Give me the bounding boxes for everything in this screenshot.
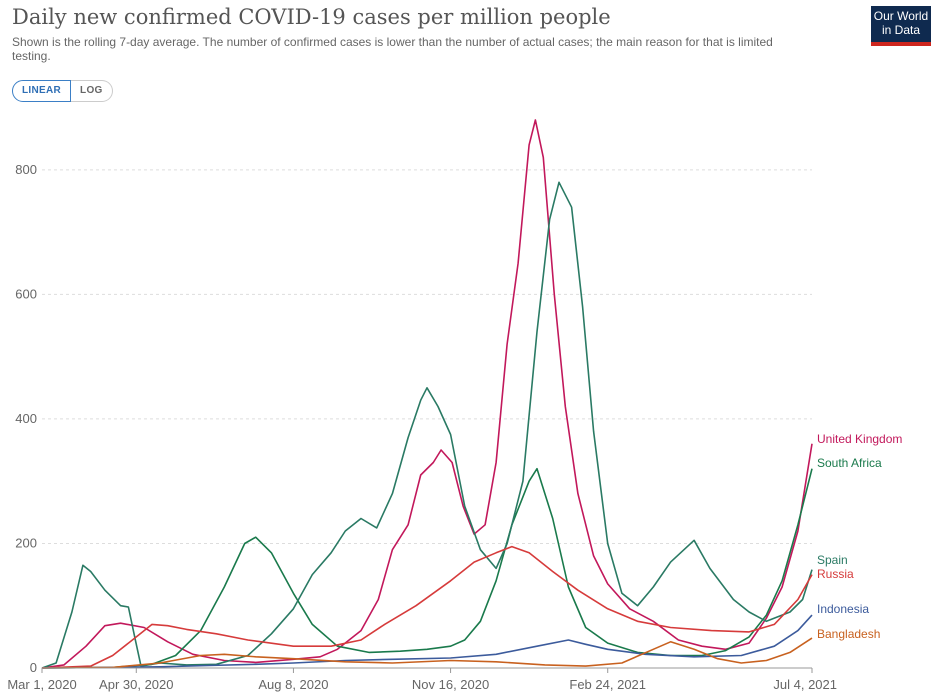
series-line[interactable] bbox=[41, 467, 813, 669]
series-line[interactable] bbox=[41, 181, 813, 669]
y-tick-label: 0 bbox=[30, 660, 37, 675]
logo-line-2: in Data bbox=[881, 23, 921, 37]
y-tick-label: 600 bbox=[15, 286, 37, 301]
x-tick-label: Nov 16, 2020 bbox=[412, 677, 489, 692]
series-label[interactable]: Spain bbox=[817, 553, 848, 567]
owid-logo-text: Our World in Data bbox=[871, 9, 931, 37]
series-lines bbox=[41, 119, 813, 669]
y-tick-label: 200 bbox=[15, 535, 37, 550]
series-line[interactable] bbox=[41, 119, 813, 669]
x-tick-label: Apr 30, 2020 bbox=[99, 677, 173, 692]
chart-title: Daily new confirmed COVID-19 cases per m… bbox=[12, 5, 611, 29]
y-tick-label: 400 bbox=[15, 411, 37, 426]
series-line[interactable] bbox=[41, 545, 813, 669]
series-label[interactable]: Indonesia bbox=[817, 602, 869, 616]
series-label[interactable]: Bangladesh bbox=[817, 627, 880, 641]
series-label[interactable]: United Kingdom bbox=[817, 432, 902, 446]
chart-subtitle: Shown is the rolling 7-day average. The … bbox=[12, 35, 773, 63]
x-tick-label: Jul 4, 2021 bbox=[773, 677, 837, 692]
gridlines bbox=[42, 169, 812, 544]
x-tick-label: Feb 24, 2021 bbox=[569, 677, 646, 692]
logo-line-1: Our World bbox=[873, 9, 929, 23]
linear-scale-button[interactable]: LINEAR bbox=[12, 80, 72, 102]
series-label[interactable]: Russia bbox=[817, 567, 854, 581]
series-line[interactable] bbox=[41, 614, 813, 669]
owid-logo[interactable]: Our World in Data bbox=[871, 6, 931, 46]
axes: 0 200 400 600 800 Mar 1, 2020 Apr 30, 2020 Aug … bbox=[7, 162, 837, 692]
scale-toggle: LINEAR LOG bbox=[12, 80, 113, 102]
series-label[interactable]: South Africa bbox=[817, 456, 882, 470]
x-tick-label: Mar 1, 2020 bbox=[7, 677, 76, 692]
y-tick-label: 800 bbox=[15, 162, 37, 177]
log-scale-button[interactable]: LOG bbox=[71, 80, 113, 102]
series-line[interactable] bbox=[41, 637, 813, 669]
x-tick-label: Aug 8, 2020 bbox=[258, 677, 328, 692]
